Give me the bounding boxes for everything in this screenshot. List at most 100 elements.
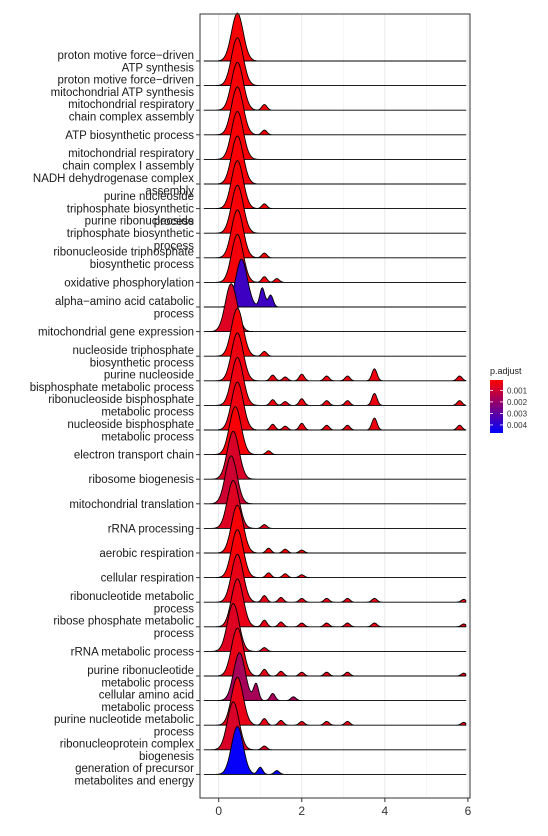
ridge-4 (203, 86, 467, 136)
y-axis-label: cellular respiration (101, 573, 194, 585)
y-axis-label-line: ribose phosphate metabolic (53, 616, 194, 628)
ridge-density (203, 37, 467, 87)
y-axis-label-line: generation of precursor (75, 763, 194, 775)
y-axis-label: nucleoside triphosphate biosynthetic proc… (73, 345, 195, 370)
ridge-26 (203, 627, 467, 677)
y-axis-label-line: process (154, 604, 195, 616)
ridge-density (203, 283, 467, 333)
legend-tick-label: 0.002 (507, 398, 528, 407)
ridge-25 (203, 602, 467, 652)
y-axis-label-line: mitochondrial respiratory (68, 148, 194, 160)
ridge-27 (203, 652, 467, 702)
ridge-density (203, 12, 467, 62)
ridge-6 (203, 135, 467, 185)
y-axis-label-line: triphosphate biosynthetic (67, 204, 194, 216)
y-axis-label: mitochondrial translation (69, 499, 194, 511)
y-axis-label-line: process (154, 727, 195, 739)
y-axis-label-line: mitochondrial gene expression (38, 327, 194, 339)
y-axis-label-line: aerobic respiration (99, 548, 194, 560)
legend-tick-label: 0.004 (507, 421, 528, 430)
x-tick-label: 0 (215, 804, 222, 818)
y-axis-label-line: purine ribonucleotide (87, 665, 194, 677)
ridge-9 (203, 209, 467, 259)
ridge-8 (203, 184, 467, 234)
ridge-13 (203, 307, 467, 357)
ridge-density (203, 307, 467, 357)
ridge-density (203, 627, 467, 677)
y-axis-ticks (196, 60, 200, 775)
y-axis-label-line: process (154, 628, 195, 640)
y-axis-label-line: biosynthetic process (90, 358, 194, 370)
y-axis-label: ribose phosphate metabolic process (53, 616, 194, 641)
legend-colorbar (490, 380, 503, 433)
y-axis-label-line: metabolites and energy (74, 776, 194, 788)
y-axis-label-line: mitochondrial respiratory (68, 99, 194, 111)
y-axis-label: purine nucleoside triphosphate biosynthet… (67, 191, 194, 228)
ridge-density (203, 553, 467, 603)
y-axis-label-line: nucleoside bisphosphate (67, 419, 194, 431)
ridge-22 (203, 529, 467, 579)
y-axis-label: purine nucleotide metabolic process (54, 714, 194, 739)
x-tick-label: 6 (465, 804, 472, 818)
y-axis-label: ATP biosynthetic process (65, 130, 194, 142)
y-axis-label: purine ribonucleotide metabolic process (87, 665, 194, 690)
x-tick-label: 2 (298, 804, 305, 818)
y-axis-label-line: ribonucleotide metabolic (70, 591, 194, 603)
y-axis-label-line: proton motive force−driven (58, 50, 194, 62)
y-axis-label: rRNA metabolic process (71, 646, 195, 658)
ridge-30 (203, 725, 467, 775)
ridge-3 (203, 61, 467, 111)
ridge-density (203, 135, 467, 185)
y-axis-labels: proton motive force−driven ATP synthesisp… (30, 50, 195, 788)
ridge-density (203, 725, 467, 775)
y-axis-label-line: ATP synthesis (122, 62, 195, 74)
ridge-14 (203, 332, 467, 382)
y-axis-label-line: ribonucleoside bisphosphate (48, 394, 194, 406)
y-axis-label-line: nucleoside triphosphate (73, 345, 194, 357)
y-axis-label-line: ribonucleoprotein complex (60, 739, 194, 751)
y-axis-label: ribonucleoprotein complex biogenesis (60, 739, 195, 764)
y-axis-label: alpha−amino acid catabolic process (55, 296, 194, 321)
ridge-density (203, 356, 467, 406)
y-axis-label: NADH dehydrogenase complex assembly (33, 173, 194, 198)
y-axis-label: aerobic respiration (99, 548, 194, 560)
y-axis-label-line: process (154, 308, 195, 320)
ridge-density (203, 184, 467, 234)
y-axis-label: generation of precursor metabolites and e… (74, 763, 194, 788)
y-axis-label-line: purine ribonucleoside (85, 216, 194, 228)
y-axis-label-line: NADH dehydrogenase complex (33, 173, 194, 185)
ridge-density (203, 701, 467, 751)
y-axis-label-line: ATP biosynthetic process (65, 130, 194, 142)
ridge-density (203, 479, 467, 529)
y-axis-label: electron transport chain (74, 450, 194, 462)
y-axis-label-line: metabolic process (101, 431, 194, 443)
y-axis-label-line: metabolic process (101, 677, 194, 689)
y-axis-label-line: oxidative phosphorylation (64, 277, 194, 289)
ridge-density (203, 233, 467, 283)
ridge-series (203, 12, 467, 775)
y-axis-label: proton motive force−driven mitochondrial … (51, 74, 195, 99)
ridge-29 (203, 701, 467, 751)
ridge-density (203, 110, 467, 160)
ridge-5 (203, 110, 467, 160)
legend-tick-label: 0.003 (507, 409, 528, 418)
y-axis-label-line: cellular amino acid (99, 689, 194, 701)
ridge-density (203, 209, 467, 259)
panel-border (199, 13, 471, 799)
y-axis-label-line: biosynthetic process (90, 259, 194, 271)
ridge-density (203, 652, 467, 702)
y-axis-label: cellular amino acid metabolic process (99, 689, 194, 714)
y-axis-label-line: process (154, 241, 195, 253)
ridge-density (203, 160, 467, 210)
x-tick-label: 4 (382, 804, 389, 818)
y-axis-label: oxidative phosphorylation (64, 277, 194, 289)
ridge-density (203, 602, 467, 652)
y-axis-label: ribonucleoside triphosphate biosynthetic … (53, 247, 194, 272)
y-axis-label-line: purine nucleotide metabolic (54, 714, 194, 726)
ridge-density (203, 61, 467, 111)
y-axis-label-line: rRNA processing (108, 523, 194, 535)
ridge-density (203, 86, 467, 136)
ridge-density (203, 529, 467, 579)
y-axis-label: nucleoside bisphosphate metabolic process (67, 419, 194, 444)
